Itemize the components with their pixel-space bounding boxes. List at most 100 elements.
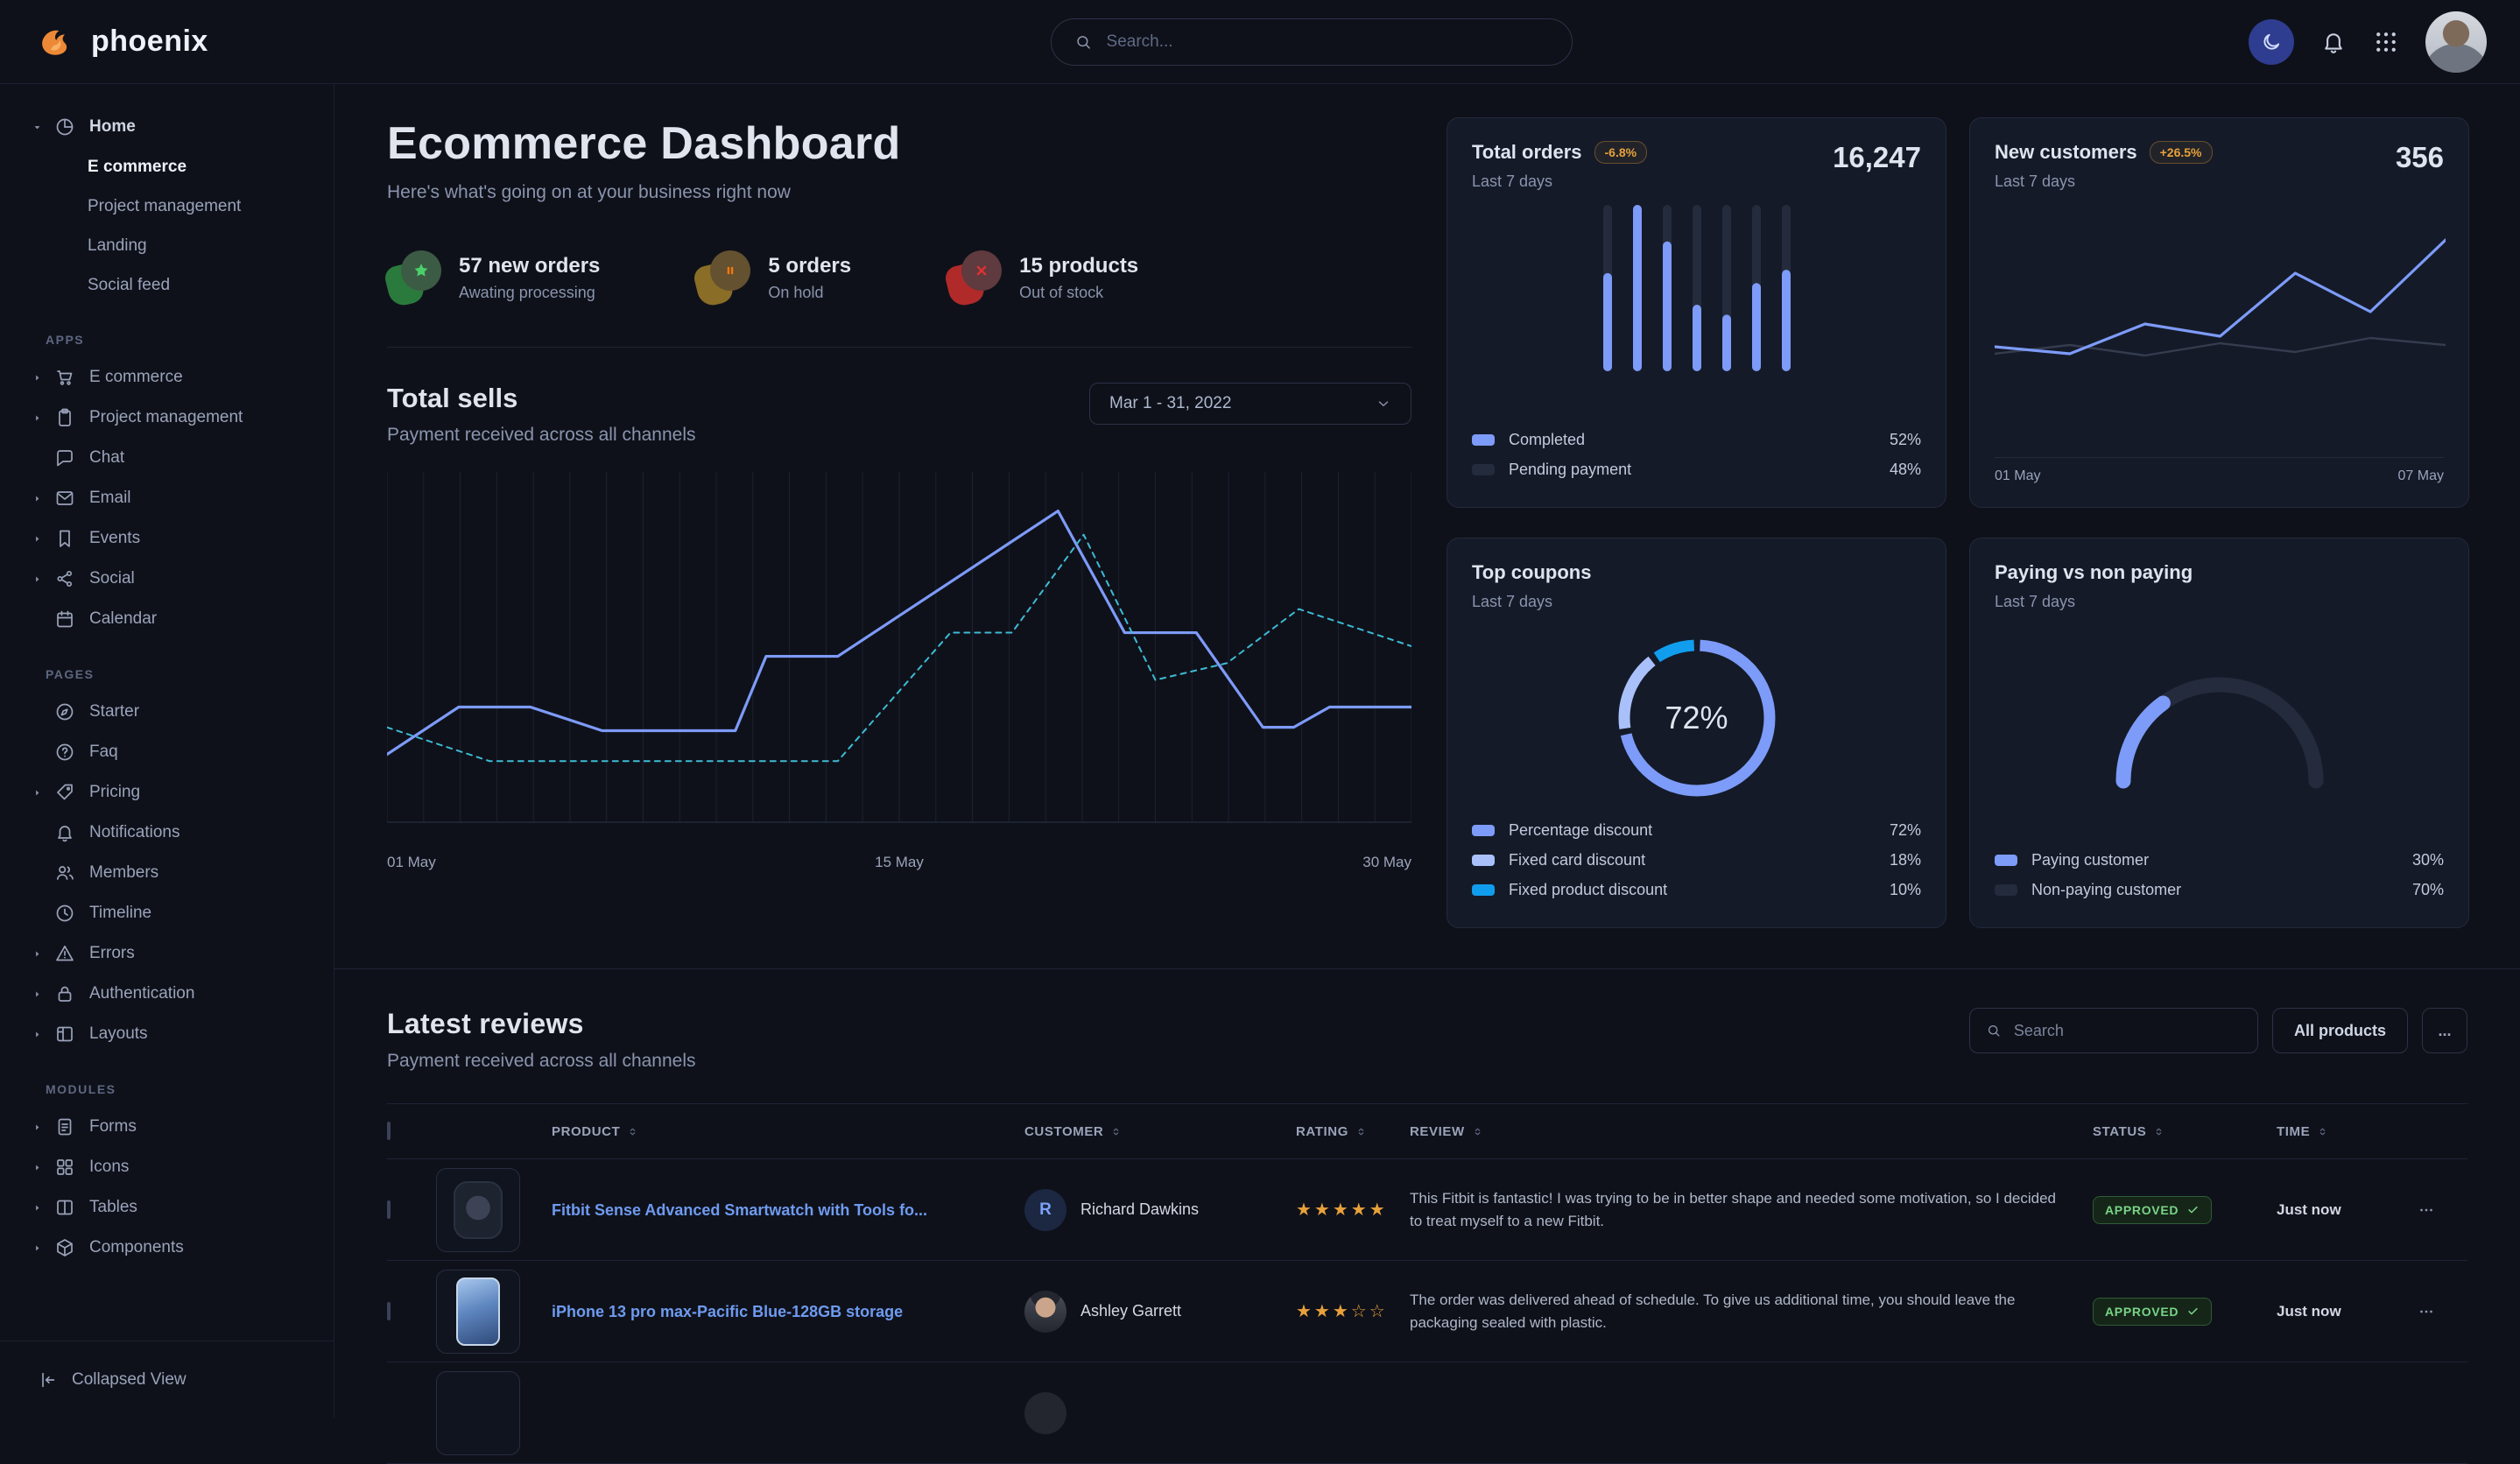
sidebar-item[interactable]: Forms	[0, 1107, 334, 1147]
legend-swatch	[1472, 884, 1495, 896]
x-axis-label: 07 May	[2398, 468, 2444, 484]
sidebar-item[interactable]: Authentication	[0, 974, 334, 1014]
product-thumbnail[interactable]	[436, 1371, 520, 1455]
sidebar-item[interactable]: Events	[0, 518, 334, 559]
product-thumbnail[interactable]	[436, 1168, 520, 1252]
column-header-review[interactable]: REVIEW	[1410, 1124, 2093, 1139]
grid-dots-icon	[2373, 29, 2399, 55]
sidebar-item[interactable]: Faq	[0, 732, 334, 772]
paying-gauge-chart	[1995, 651, 2444, 792]
chat-icon	[54, 447, 75, 468]
sidebar-item[interactable]: Social	[0, 559, 334, 599]
caret-right-icon	[32, 948, 46, 960]
caret-right-icon	[32, 412, 46, 424]
sidebar-item[interactable]: Project management	[0, 398, 334, 438]
sidebar-item[interactable]: Pricing	[0, 772, 334, 813]
global-search[interactable]	[1051, 18, 1573, 66]
column-header-rating[interactable]: RATING	[1296, 1124, 1410, 1139]
caret-down-icon	[32, 122, 46, 133]
sidebar-sub-item[interactable]: Project management	[0, 187, 334, 226]
legend-swatch	[1472, 855, 1495, 866]
customer-avatar[interactable]	[1024, 1392, 1066, 1434]
reviews-search[interactable]	[1969, 1008, 2258, 1053]
sidebar-item[interactable]: Email	[0, 478, 334, 518]
sidebar-sub-item[interactable]: E commerce	[0, 147, 334, 187]
column-header-status[interactable]: STATUS	[2093, 1124, 2277, 1139]
all-products-filter-button[interactable]: All products	[2272, 1008, 2408, 1053]
legend-value: 30%	[2412, 851, 2444, 869]
row-checkbox[interactable]	[387, 1200, 391, 1219]
top-coupons-card: Top coupons Last 7 days 72% Percentage d…	[1447, 538, 1946, 928]
sidebar-item[interactable]: Tables	[0, 1187, 334, 1228]
divider	[334, 968, 2520, 969]
brand[interactable]: phoenix	[33, 19, 208, 65]
customer-name: Richard Dawkins	[1081, 1200, 1199, 1219]
sidebar-item[interactable]: Calendar	[0, 599, 334, 639]
top-navbar: phoenix	[0, 0, 2520, 84]
sidebar-item[interactable]: Members	[0, 853, 334, 893]
collapse-sidebar-button[interactable]: Collapsed View	[0, 1341, 334, 1418]
sidebar-item[interactable]: Timeline	[0, 893, 334, 933]
sidebar-item[interactable]: Icons	[0, 1147, 334, 1187]
sidebar-item[interactable]: Errors	[0, 933, 334, 974]
x-axis-label: 15 May	[875, 854, 924, 871]
reviews-more-button[interactable]: ...	[2422, 1008, 2467, 1053]
box-icon	[54, 1237, 75, 1258]
legend-swatch	[1472, 464, 1495, 475]
sidebar-item[interactable]: Components	[0, 1228, 334, 1268]
divider	[387, 347, 1411, 348]
row-menu-button[interactable]	[2417, 1200, 2467, 1220]
row-checkbox[interactable]	[387, 1302, 391, 1320]
total-orders-card: Total orders -6.8% Last 7 days 16,247 Co…	[1447, 117, 1946, 508]
sidebar-item[interactable]: E commerce	[0, 357, 334, 398]
page-title: Ecommerce Dashboard	[387, 117, 1411, 170]
sidebar-item[interactable]: Layouts	[0, 1014, 334, 1054]
user-avatar[interactable]	[2425, 11, 2487, 73]
sidebar-item[interactable]: Notifications	[0, 813, 334, 853]
select-all-checkbox[interactable]	[387, 1122, 391, 1140]
row-menu-button[interactable]	[2417, 1302, 2467, 1321]
legend-row: Pending payment 48%	[1472, 454, 1921, 484]
legend-value: 72%	[1890, 821, 1921, 840]
apps-grid-button[interactable]	[2373, 29, 2399, 55]
legend-value: 70%	[2412, 881, 2444, 899]
product-link[interactable]: iPhone 13 pro max-Pacific Blue-128GB sto…	[552, 1300, 1024, 1323]
sidebar-sub-item[interactable]: Social feed	[0, 265, 334, 305]
legend-swatch	[1472, 434, 1495, 446]
rating-stars: ★★★☆☆	[1296, 1300, 1410, 1322]
dark-mode-toggle[interactable]	[2249, 19, 2294, 65]
sidebar-sub-item[interactable]: Landing	[0, 226, 334, 265]
caret-right-icon	[32, 1202, 46, 1214]
total-orders-value: 16,247	[1833, 141, 1921, 174]
column-header-customer[interactable]: CUSTOMER	[1024, 1124, 1296, 1139]
paying-card: Paying vs non paying Last 7 days Paying …	[1969, 538, 2469, 928]
product-link[interactable]: Fitbit Sense Advanced Smartwatch with To…	[552, 1199, 1024, 1221]
review-time: Just now	[2277, 1201, 2417, 1219]
sort-icon	[2317, 1126, 2328, 1137]
sidebar-item[interactable]: Chat	[0, 438, 334, 478]
column-header-time[interactable]: TIME	[2277, 1124, 2417, 1139]
notifications-button[interactable]	[2320, 29, 2347, 55]
reviews-search-input[interactable]	[2014, 1022, 2242, 1040]
customer-avatar[interactable]	[1024, 1291, 1066, 1333]
collapse-icon	[39, 1370, 58, 1390]
sidebar-item[interactable]: Starter	[0, 692, 334, 732]
card-title: Total orders	[1472, 141, 1582, 164]
legend-label: Percentage discount	[1509, 821, 1652, 840]
bookmark-icon	[54, 528, 75, 549]
legend-swatch	[1995, 884, 2017, 896]
column-header-product[interactable]: PRODUCT	[552, 1124, 1024, 1139]
sidebar-item-home[interactable]: Home	[0, 107, 334, 147]
search-input[interactable]	[1107, 32, 1549, 52]
customer-avatar[interactable]: R	[1024, 1189, 1066, 1231]
bell-icon	[54, 822, 75, 843]
brand-name: phoenix	[91, 25, 208, 59]
date-range-select[interactable]: Mar 1 - 31, 2022	[1089, 383, 1411, 425]
date-range-value: Mar 1 - 31, 2022	[1109, 394, 1231, 413]
product-thumbnail[interactable]	[436, 1270, 520, 1354]
stat-caption: Awating processing	[459, 284, 600, 302]
sort-icon	[1110, 1126, 1122, 1137]
donut-center-value: 72%	[1609, 630, 1784, 806]
compass-icon	[54, 701, 75, 722]
new-customers-card: New customers +26.5% Last 7 days 356 01 …	[1969, 117, 2469, 508]
